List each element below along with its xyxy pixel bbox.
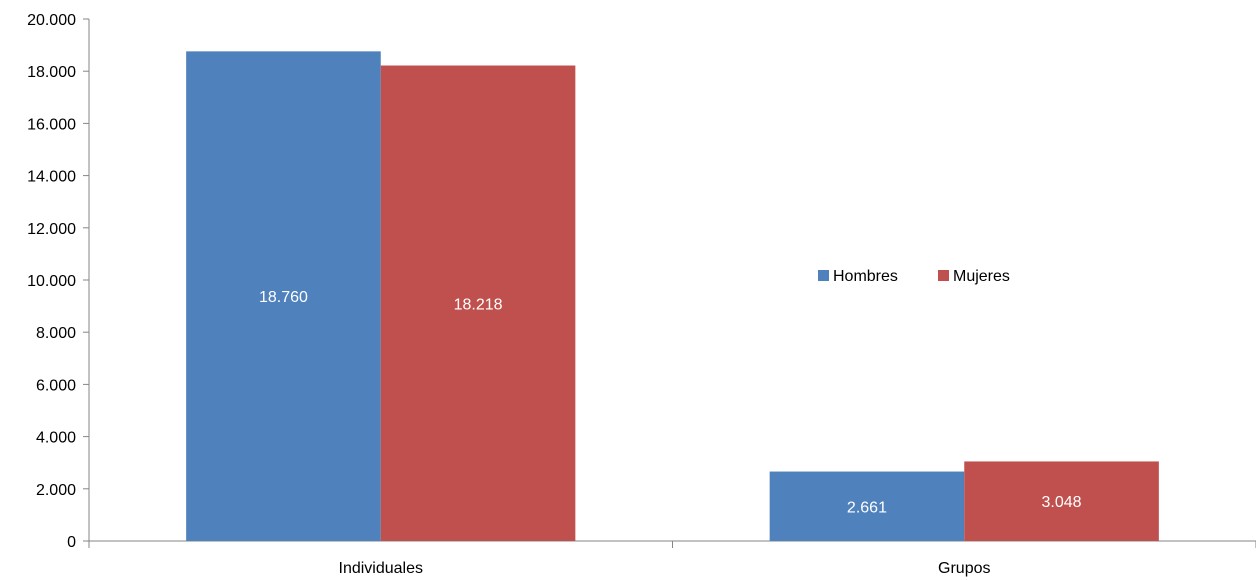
bars [186, 51, 1159, 542]
y-tick-label: 6.000 [36, 377, 76, 394]
legend: Hombres Mujeres [818, 268, 1010, 285]
bar-mujeres [964, 461, 1159, 541]
legend-label: Hombres [833, 268, 898, 285]
data-label: 3.048 [1042, 494, 1082, 511]
axes: 0 2.000 4.000 6.000 8.000 10.000 12.000 14.000 1… [27, 12, 1256, 577]
y-tick-label: 18.000 [27, 64, 76, 81]
y-tick-label: 14.000 [27, 169, 76, 186]
bar-hombres [186, 51, 381, 541]
y-tick-label: 12.000 [27, 221, 76, 238]
data-label: 2.661 [847, 499, 887, 516]
y-tick-label: 0 [67, 534, 76, 551]
data-label: 18.218 [454, 296, 503, 313]
bar-mujeres [380, 65, 576, 542]
y-tick-label: 16.000 [27, 116, 76, 133]
y-tick-label: 8.000 [36, 325, 76, 342]
y-tick-label: 20.000 [27, 12, 76, 29]
legend-swatch-hombres [818, 270, 829, 281]
x-category-label: Grupos [938, 560, 990, 577]
bar-hombres [769, 471, 965, 541]
data-label: 18.760 [259, 289, 308, 306]
data-labels: 18.760 18.218 2.661 3.048 [259, 289, 1082, 516]
y-tick-label: 10.000 [27, 273, 76, 290]
y-tick-label: 2.000 [36, 482, 76, 499]
x-category-label: Individuales [339, 560, 424, 577]
legend-swatch-mujeres [938, 270, 949, 281]
y-tick-label: 4.000 [36, 430, 76, 447]
legend-label: Mujeres [953, 268, 1010, 285]
